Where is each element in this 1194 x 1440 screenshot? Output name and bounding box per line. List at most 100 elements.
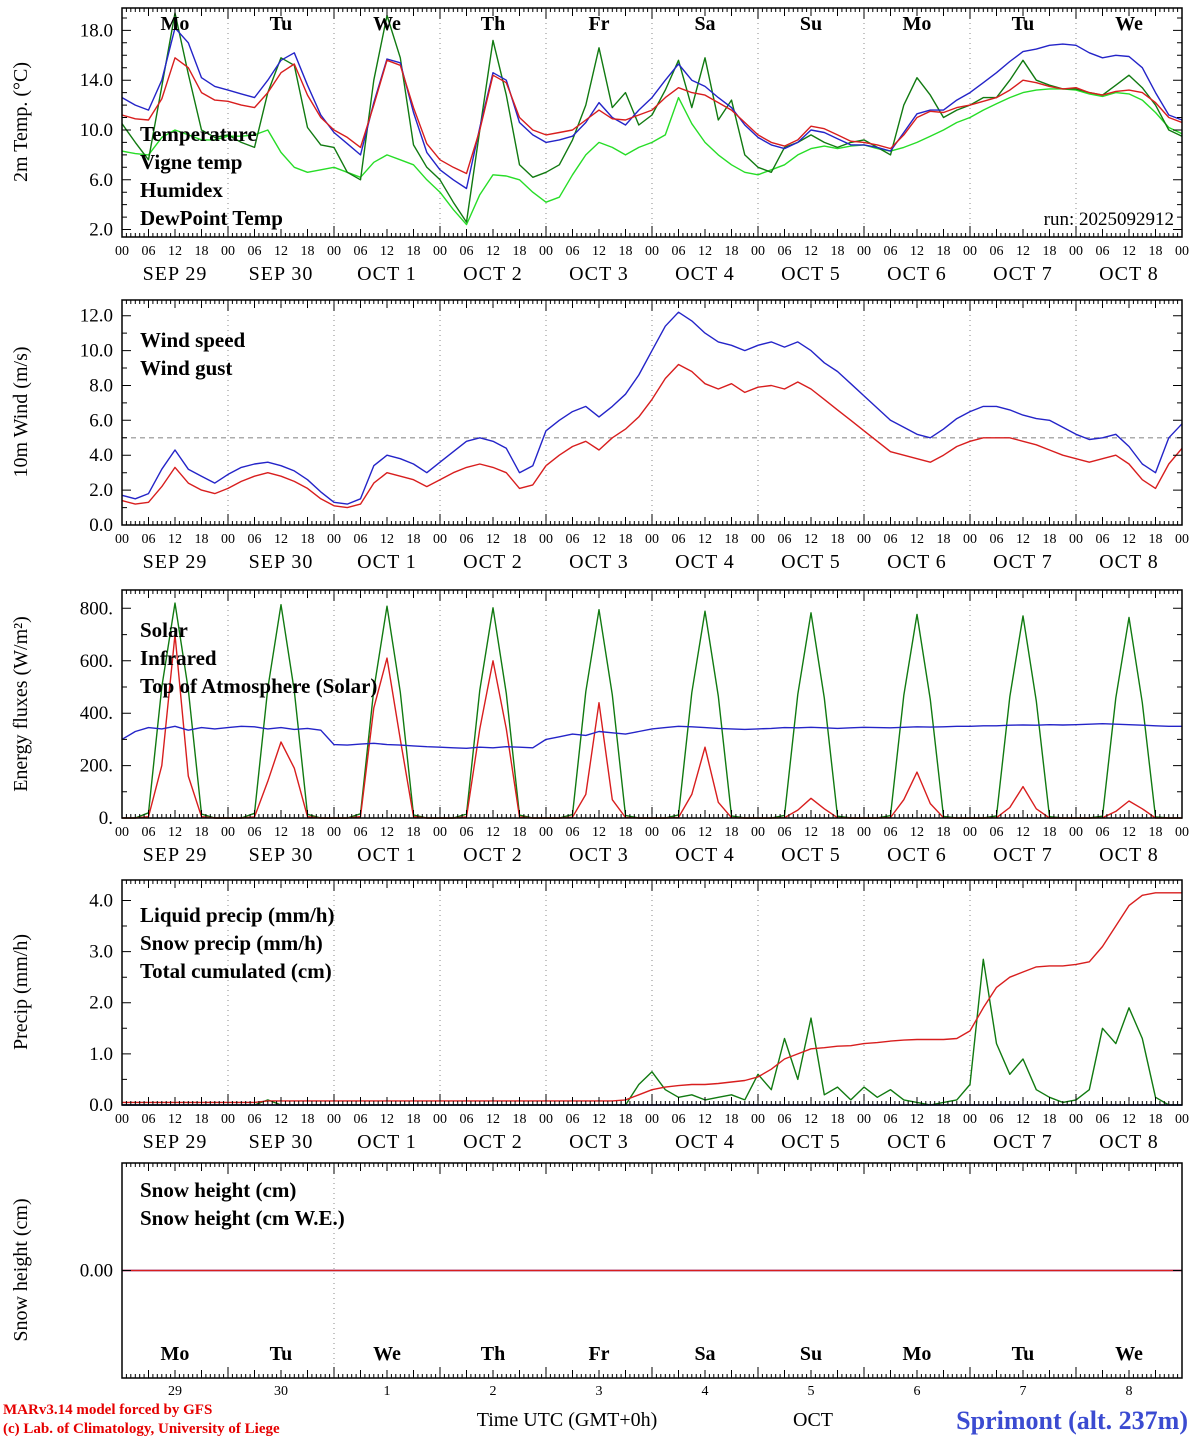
day-number: 30 bbox=[274, 1384, 288, 1399]
date-label: OCT 3 bbox=[569, 263, 629, 285]
hour-label: 12 bbox=[1016, 825, 1030, 840]
hour-label: 12 bbox=[592, 244, 606, 259]
date-label: OCT 2 bbox=[463, 551, 523, 573]
hour-label: 12 bbox=[698, 244, 712, 259]
hour-label: 00 bbox=[751, 1112, 765, 1127]
x-ticks bbox=[121, 1163, 1183, 1378]
date-label: OCT 5 bbox=[781, 1131, 841, 1153]
hour-label: 00 bbox=[433, 825, 447, 840]
hour-label: 06 bbox=[566, 825, 580, 840]
hour-label: 00 bbox=[221, 1112, 235, 1127]
date-label: OCT 4 bbox=[675, 263, 735, 285]
hour-label: 18 bbox=[725, 532, 739, 547]
weekday-label: We bbox=[1115, 1343, 1143, 1365]
hour-label: 00 bbox=[857, 244, 871, 259]
series-wind-gust bbox=[121, 311, 1183, 505]
date-label: OCT 1 bbox=[357, 1131, 417, 1153]
date-label: OCT 8 bbox=[1099, 551, 1159, 573]
hour-label: 18 bbox=[725, 825, 739, 840]
weekday-label: Mo bbox=[161, 13, 190, 35]
y-tick-label: 18.0 bbox=[80, 20, 113, 41]
weekday-label: Tu bbox=[1012, 13, 1035, 35]
series-temperature bbox=[121, 57, 1183, 175]
y-tick-label: 2.0 bbox=[89, 220, 113, 241]
series-infrared bbox=[121, 723, 1182, 749]
hour-label: 18 bbox=[195, 532, 209, 547]
series-humidex bbox=[121, 27, 1183, 190]
y-tick-label: 400. bbox=[80, 703, 113, 724]
hour-label: 12 bbox=[274, 1112, 288, 1127]
day-number: 1 bbox=[384, 1384, 391, 1399]
panel-snow-height: 0.00 Mo Tu We Th Fr Sa Su Mo Tu We 29 30 1 2 3 4 5 6 7 8 Snow… bbox=[80, 1162, 1183, 1399]
date-label: OCT 2 bbox=[463, 844, 523, 866]
hour-label: 00 bbox=[115, 1112, 129, 1127]
hour-label: 06 bbox=[778, 532, 792, 547]
hour-label: 12 bbox=[804, 244, 818, 259]
hour-label: 12 bbox=[804, 532, 818, 547]
legend-dewpoint-temp: DewPoint Temp bbox=[140, 206, 283, 230]
date-label: OCT 5 bbox=[781, 844, 841, 866]
y-axis-title-wind: 10m Wind (m/s) bbox=[10, 346, 32, 477]
hour-label: 00 bbox=[433, 532, 447, 547]
weekday-label: Tu bbox=[270, 1343, 293, 1365]
hour-label: 00 bbox=[645, 244, 659, 259]
hour-label: 18 bbox=[513, 532, 527, 547]
y-tick-label: 10.0 bbox=[80, 341, 113, 362]
y-tick-label: 12.0 bbox=[80, 306, 113, 327]
weekday-label: Sa bbox=[694, 13, 715, 35]
weekday-label: Su bbox=[800, 1343, 822, 1365]
hour-label: 06 bbox=[142, 532, 156, 547]
date-label: OCT 8 bbox=[1099, 1131, 1159, 1153]
hour-label: 18 bbox=[1043, 1112, 1057, 1127]
hour-label: 12 bbox=[1016, 1112, 1030, 1127]
hour-label: 06 bbox=[248, 244, 262, 259]
date-label: SEP 29 bbox=[143, 1131, 208, 1153]
hour-label: 00 bbox=[857, 1112, 871, 1127]
date-label: OCT 6 bbox=[887, 844, 947, 866]
hour-label: 06 bbox=[672, 1112, 686, 1127]
date-label: OCT 6 bbox=[887, 1131, 947, 1153]
hour-label: 06 bbox=[248, 825, 262, 840]
hour-label: 18 bbox=[1043, 244, 1057, 259]
hour-label: 18 bbox=[195, 244, 209, 259]
legend-snow-height-cm-w-e: Snow height (cm W.E.) bbox=[140, 1206, 345, 1230]
hour-label: 00 bbox=[1069, 825, 1083, 840]
weekday-label: Th bbox=[481, 1343, 505, 1365]
hour-label: 18 bbox=[407, 244, 421, 259]
hour-label: 00 bbox=[539, 532, 553, 547]
hour-label: 18 bbox=[1149, 244, 1163, 259]
hour-label: 18 bbox=[513, 244, 527, 259]
hour-label: 00 bbox=[963, 1112, 977, 1127]
hour-label: 00 bbox=[857, 825, 871, 840]
panel-10m-wind: 0.0 2.0 4.0 6.0 8.0 10.0 12.0 00 06 12 18 00 06 12 18 0… bbox=[80, 299, 1189, 573]
hour-label: 06 bbox=[142, 825, 156, 840]
legend-infrared: Infrared bbox=[140, 646, 217, 670]
date-label: OCT 4 bbox=[675, 551, 735, 573]
y-tick-label: 200. bbox=[80, 756, 113, 777]
date-label: OCT 1 bbox=[357, 263, 417, 285]
hour-label: 18 bbox=[195, 825, 209, 840]
hour-label: 06 bbox=[354, 825, 368, 840]
hour-label: 06 bbox=[990, 825, 1004, 840]
plot-frame bbox=[121, 299, 1183, 526]
hour-label: 00 bbox=[115, 244, 129, 259]
hour-label: 12 bbox=[698, 1112, 712, 1127]
hour-label: 00 bbox=[857, 532, 871, 547]
y-tick-label: 6.0 bbox=[89, 170, 113, 191]
hour-label: 12 bbox=[1122, 532, 1136, 547]
day-number: 29 bbox=[168, 1384, 182, 1399]
legend-humidex: Humidex bbox=[140, 178, 223, 202]
hour-label: 12 bbox=[1016, 244, 1030, 259]
date-label: OCT 8 bbox=[1099, 263, 1159, 285]
hour-label: 06 bbox=[566, 244, 580, 259]
x-ticks bbox=[121, 590, 1183, 818]
x-ticks bbox=[121, 300, 1183, 525]
hour-label: 18 bbox=[1149, 532, 1163, 547]
date-label: OCT 8 bbox=[1099, 844, 1159, 866]
hour-label: 12 bbox=[274, 825, 288, 840]
legend-wind-gust: Wind gust bbox=[140, 356, 232, 380]
day-number: 5 bbox=[808, 1384, 815, 1399]
hour-label: 06 bbox=[884, 1112, 898, 1127]
hour-label: 18 bbox=[407, 825, 421, 840]
hour-label: 18 bbox=[619, 532, 633, 547]
